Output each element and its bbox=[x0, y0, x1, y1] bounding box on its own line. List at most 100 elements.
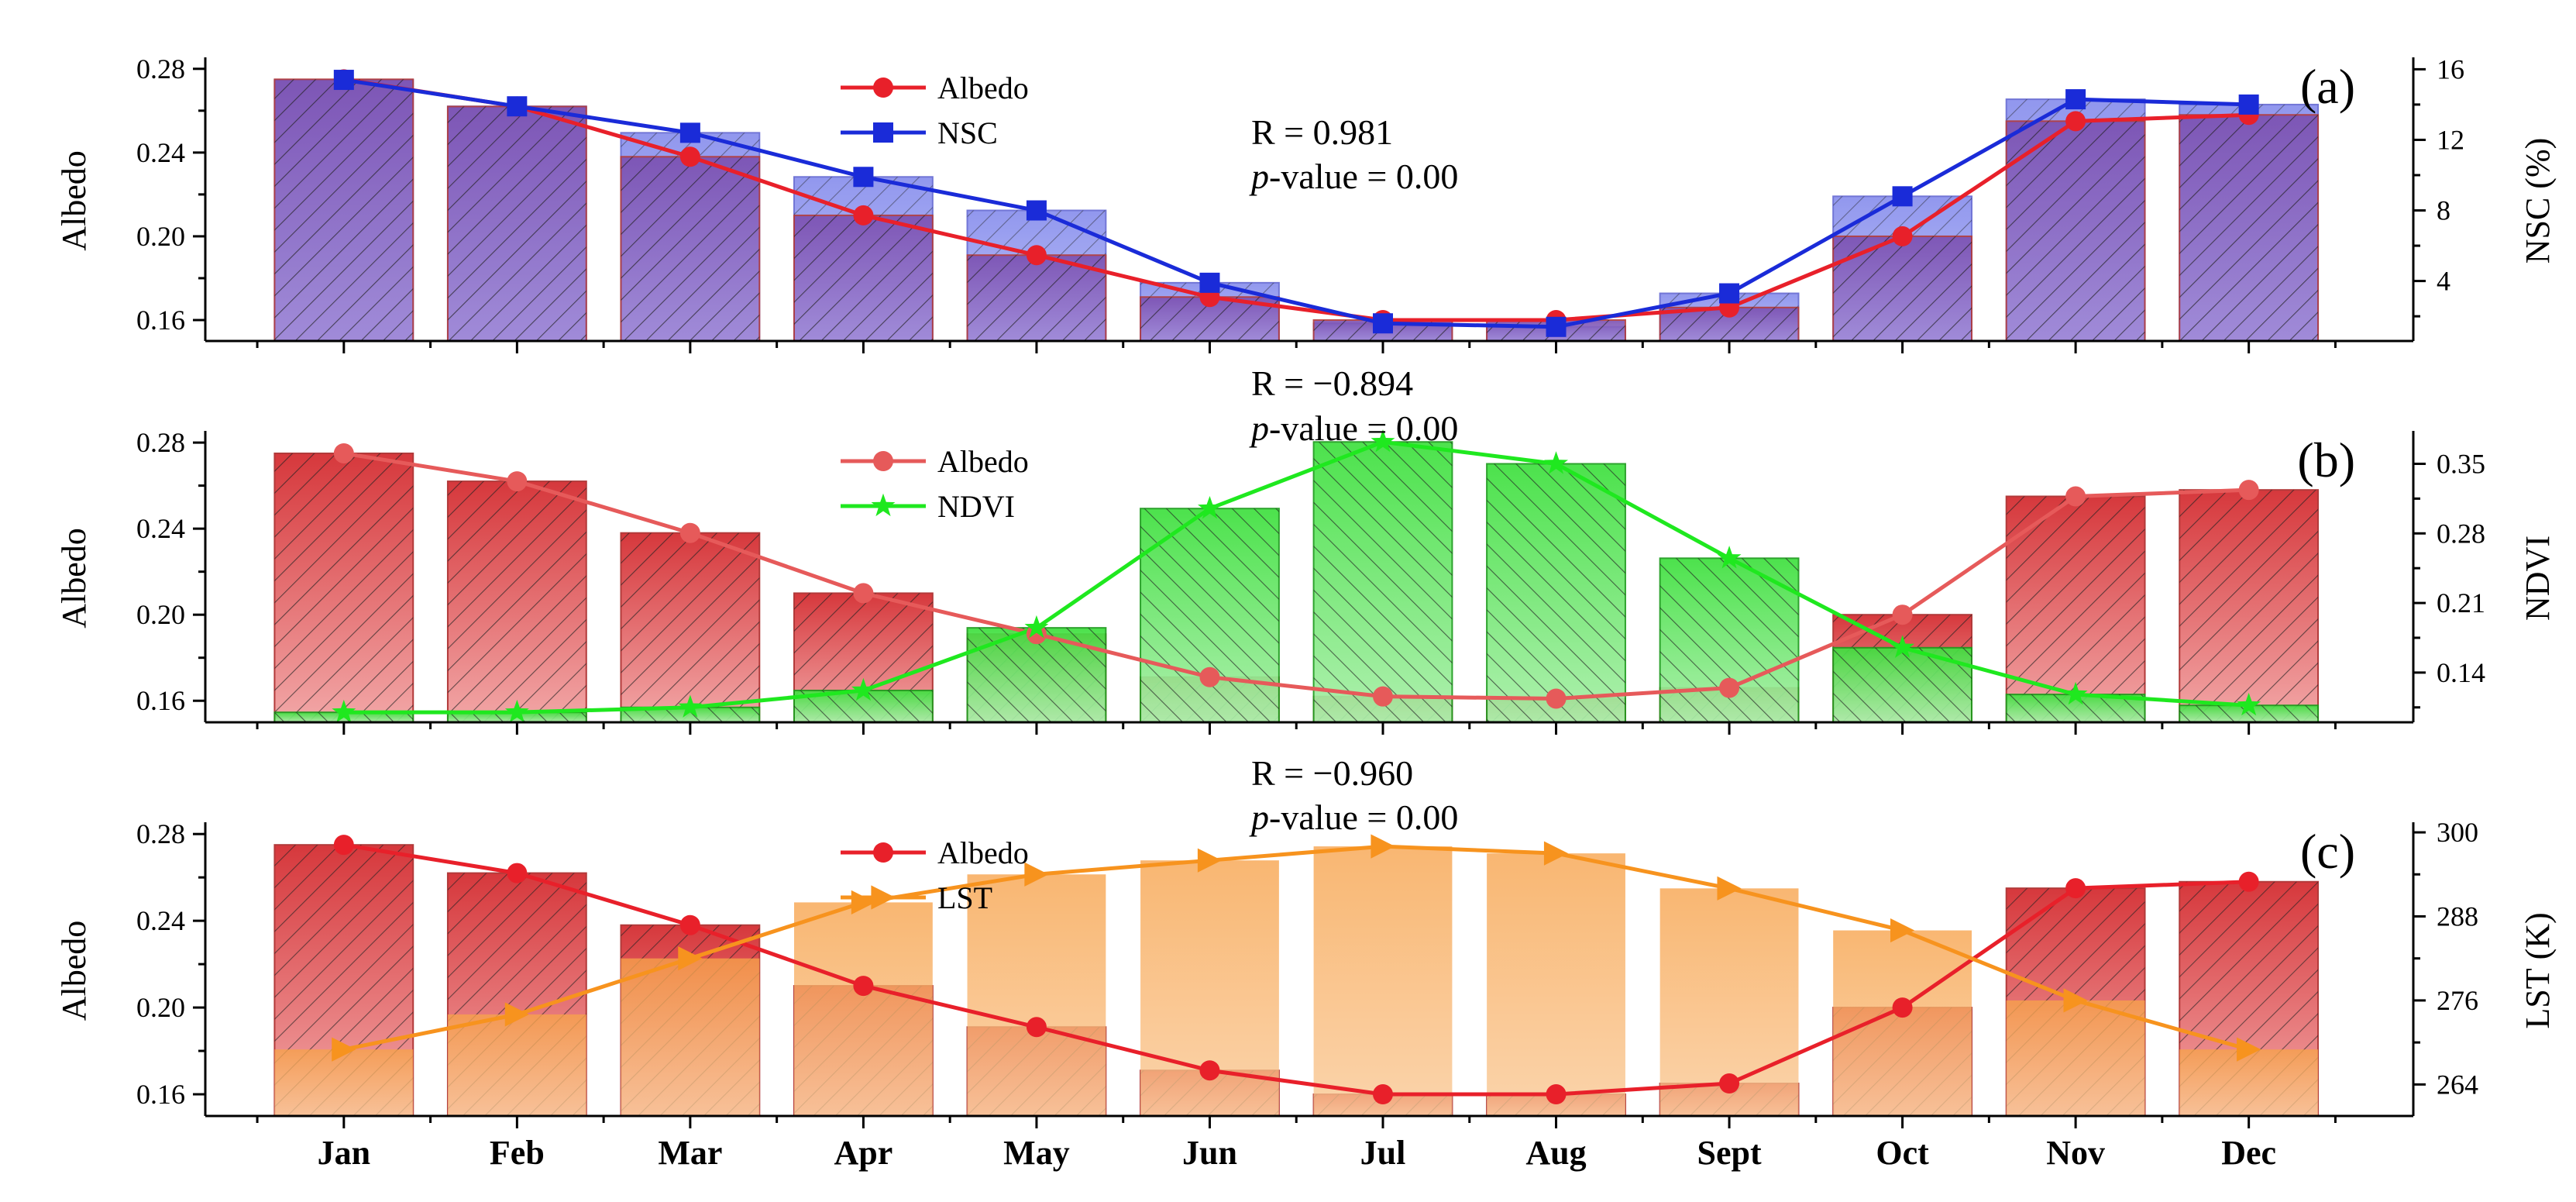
right-axis-title: NSC (%) bbox=[2519, 138, 2557, 264]
lst-point-may bbox=[1024, 862, 1049, 887]
left-tick-label: 0.16 bbox=[136, 685, 185, 716]
albedo-point-oct bbox=[1892, 226, 1913, 246]
right-tick-label: 12 bbox=[2437, 124, 2464, 155]
ndvi-point-aug bbox=[1544, 451, 1568, 474]
albedo-bar-hatch bbox=[967, 255, 1106, 341]
nsc-point-aug bbox=[1546, 316, 1567, 337]
ndvi-point-jun bbox=[1198, 496, 1222, 519]
albedo-point-mar bbox=[679, 146, 700, 167]
r-value-text: R = −0.894 bbox=[1251, 363, 1413, 403]
right-tick-label: 8 bbox=[2437, 195, 2450, 226]
albedo-point-apr bbox=[853, 976, 874, 997]
ndvi-point-jan bbox=[332, 699, 356, 723]
x-tick-label-feb: Feb bbox=[490, 1134, 545, 1172]
ndvi-bar-hatch bbox=[621, 707, 760, 722]
left-tick-label: 0.28 bbox=[136, 427, 185, 458]
panel-1: 0.16 0.20 0.24 0.28 4 8 12 16 Albedo NSC (%) (a) Al… bbox=[55, 53, 2557, 353]
panel-tag: (b) bbox=[2297, 432, 2355, 487]
albedo-line bbox=[343, 842, 2249, 1097]
ndvi-bar-hatch bbox=[1487, 463, 1625, 722]
ndvi-point-mar bbox=[678, 694, 703, 718]
ndvi-point-jul bbox=[1371, 429, 1395, 453]
albedo-bar-hatch bbox=[274, 79, 414, 342]
right-axis-title: LST (K) bbox=[2519, 912, 2557, 1028]
albedo-bar-hatch bbox=[1833, 236, 1972, 341]
nsc-point-may bbox=[1026, 200, 1047, 221]
albedo-point-dec bbox=[2238, 480, 2259, 501]
lst-bar-dec bbox=[2179, 1049, 2319, 1116]
x-tick-label-nov: Nov bbox=[2046, 1134, 2105, 1172]
lst-point-jun bbox=[1197, 848, 1223, 873]
nsc-point-sept bbox=[1719, 283, 1740, 304]
p-suffix: -value = 0.00 bbox=[1269, 408, 1458, 448]
nsc-point-nov bbox=[2065, 89, 2086, 110]
albedo-point-jun bbox=[1199, 666, 1220, 687]
legend-albedo-marker bbox=[873, 842, 893, 863]
left-tick-label: 0.24 bbox=[136, 137, 185, 168]
albedo-bar-hatch bbox=[447, 106, 586, 341]
ndvi-bar-hatch bbox=[2179, 705, 2319, 722]
p-value-text: p-value = 0.00 bbox=[1249, 797, 1458, 837]
nsc-point-dec bbox=[2238, 94, 2259, 115]
albedo-point-aug bbox=[1546, 1084, 1567, 1105]
legend-secondary-marker bbox=[873, 122, 893, 143]
albedo-point-aug bbox=[1546, 688, 1567, 709]
nsc-point-mar bbox=[679, 122, 700, 143]
albedo-point-oct bbox=[1892, 604, 1913, 625]
albedo-point-nov bbox=[2065, 878, 2086, 899]
right-axis-title: NDVI bbox=[2519, 536, 2557, 621]
albedo-point-feb bbox=[507, 863, 528, 883]
p-italic: p bbox=[1249, 157, 1269, 196]
lst-point-sept bbox=[1717, 876, 1742, 901]
lst-point-feb bbox=[504, 1002, 529, 1027]
panel-3: 0.16 0.20 0.24 0.28 264 276 288 300 Albedo LST (K… bbox=[55, 753, 2557, 1128]
albedo-point-apr bbox=[853, 583, 874, 604]
left-tick-label: 0.28 bbox=[136, 818, 185, 849]
albedo-point-jun bbox=[1199, 1060, 1220, 1081]
albedo-bar-hatch bbox=[447, 481, 586, 722]
ndvi-point-may bbox=[1024, 615, 1049, 639]
left-axis-title: Albedo bbox=[55, 528, 93, 629]
lst-point-aug bbox=[1543, 841, 1569, 866]
left-tick-label: 0.16 bbox=[136, 305, 185, 336]
right-tick-label: 0.35 bbox=[2437, 448, 2485, 479]
x-tick-label-jun: Jun bbox=[1182, 1134, 1237, 1172]
x-tick-label-jan: Jan bbox=[318, 1134, 370, 1172]
lst-bar-feb bbox=[447, 1014, 586, 1116]
left-axis-title: Albedo bbox=[55, 150, 93, 251]
x-tick-label-oct: Oct bbox=[1876, 1134, 1929, 1172]
panel-2: 0.16 0.20 0.24 0.28 0.14 0.21 0.28 0.35 Albedo ND… bbox=[55, 363, 2557, 735]
lst-line bbox=[343, 844, 2250, 1052]
lst-point-nov bbox=[2063, 988, 2088, 1013]
nsc-point-jun bbox=[1199, 272, 1220, 293]
legend-secondary-label: NDVI bbox=[937, 489, 1015, 524]
right-tick-label: 0.21 bbox=[2437, 587, 2485, 618]
left-axis-title: Albedo bbox=[55, 921, 93, 1021]
albedo-point-sept bbox=[1719, 677, 1740, 698]
legend-secondary-label: NSC bbox=[937, 115, 998, 150]
x-tick-label-may: May bbox=[1003, 1134, 1070, 1172]
left-tick-label: 0.24 bbox=[136, 513, 185, 544]
r-value-text: R = 0.981 bbox=[1251, 112, 1393, 152]
lst-bar-nov bbox=[2006, 1000, 2145, 1116]
albedo-bar-hatch bbox=[274, 453, 414, 722]
albedo-bar-hatch bbox=[794, 215, 933, 341]
x-tick-label-jul: Jul bbox=[1360, 1134, 1406, 1172]
legend-albedo-marker bbox=[873, 451, 893, 471]
left-tick-label: 0.24 bbox=[136, 905, 185, 936]
right-tick-label: 300 bbox=[2437, 817, 2478, 848]
lst-bar-may bbox=[967, 874, 1106, 1116]
lst-point-mar bbox=[678, 946, 703, 971]
x-tick-label-mar: Mar bbox=[658, 1134, 722, 1172]
left-tick-label: 0.20 bbox=[136, 221, 185, 252]
left-tick-label: 0.28 bbox=[136, 53, 185, 84]
albedo-point-sept bbox=[1719, 1073, 1740, 1094]
p-italic: p bbox=[1249, 408, 1269, 448]
right-tick-label: 4 bbox=[2437, 266, 2450, 297]
albedo-point-jan bbox=[333, 443, 354, 463]
lst-bar-oct bbox=[1833, 930, 1972, 1116]
lst-point-jul bbox=[1371, 834, 1395, 859]
lst-point-jan bbox=[332, 1037, 356, 1062]
left-tick-label: 0.20 bbox=[136, 992, 185, 1023]
